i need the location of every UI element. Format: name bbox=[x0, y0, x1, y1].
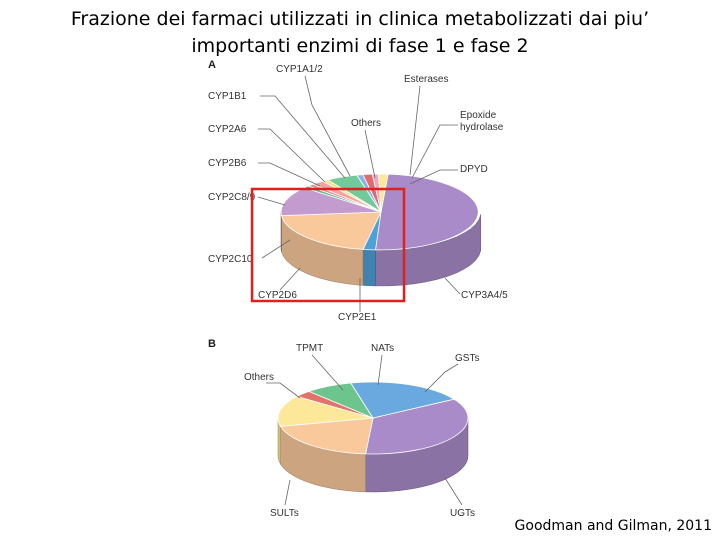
pie-slice-cyp3a4-5 bbox=[375, 173, 479, 251]
label-nats: NATs bbox=[371, 343, 394, 354]
label-dpyd: DPYD bbox=[460, 164, 488, 175]
label-cyp3a45: CYP3A4/5 bbox=[461, 290, 508, 301]
label-cyp2e1: CYP2E1 bbox=[338, 312, 377, 323]
labels-a: CYP1A1/2 Esterases CYP1B1 Epoxide hydrol… bbox=[208, 64, 508, 323]
page-title: Frazione dei farmaci utilizzati in clini… bbox=[0, 6, 720, 60]
label-cyp2c89: CYP2C8/9 bbox=[208, 192, 256, 203]
title-line-2: importanti enzimi di fase 1 e fase 2 bbox=[191, 35, 529, 57]
label-others-b: Others bbox=[244, 372, 274, 383]
label-cyp2a6: CYP2A6 bbox=[208, 124, 247, 135]
label-ugts: UGTs bbox=[450, 508, 475, 519]
pie-slice-others bbox=[277, 395, 374, 427]
source-credit: Goodman and Gilman, 2011 bbox=[514, 518, 712, 534]
pie-slice-sults bbox=[279, 417, 374, 455]
label-epoxide-1: Epoxide bbox=[460, 110, 497, 121]
panel-label-b: B bbox=[208, 338, 216, 350]
panel-label-a: A bbox=[208, 59, 216, 71]
label-cyp2b6: CYP2B6 bbox=[208, 158, 247, 169]
label-tpmt: TPMT bbox=[296, 343, 323, 354]
pie-slice-gsts bbox=[350, 381, 456, 419]
leader-lines-b bbox=[266, 354, 463, 506]
label-cyp2c10: CYP2C10 bbox=[208, 254, 253, 265]
pie-slice-dpyd bbox=[378, 173, 389, 213]
pie-slice-cyp2d6 bbox=[280, 211, 382, 250]
highlight-box bbox=[250, 187, 406, 303]
label-cyp2d6: CYP2D6 bbox=[258, 290, 297, 301]
label-cyp1a12: CYP1A1/2 bbox=[276, 64, 323, 75]
pie-chart-a bbox=[280, 173, 482, 287]
pie-chart-b bbox=[277, 381, 469, 493]
pie-slice-ugts bbox=[365, 398, 469, 455]
label-gsts: GSTs bbox=[455, 353, 479, 364]
label-sults: SULTs bbox=[270, 508, 299, 519]
title-line-1: Frazione dei farmaci utilizzati in clini… bbox=[70, 8, 650, 30]
label-others-a: Others bbox=[351, 118, 381, 129]
labels-b: TPMT NATs GSTs Others SULTs UGTs bbox=[244, 343, 479, 519]
label-cyp1b1: CYP1B1 bbox=[208, 91, 247, 102]
label-esterases: Esterases bbox=[404, 74, 448, 85]
leader-lines-a bbox=[257, 75, 461, 312]
label-epoxide-2: hydrolase bbox=[460, 122, 504, 133]
pie-side-cyp2e1 bbox=[362, 249, 376, 287]
